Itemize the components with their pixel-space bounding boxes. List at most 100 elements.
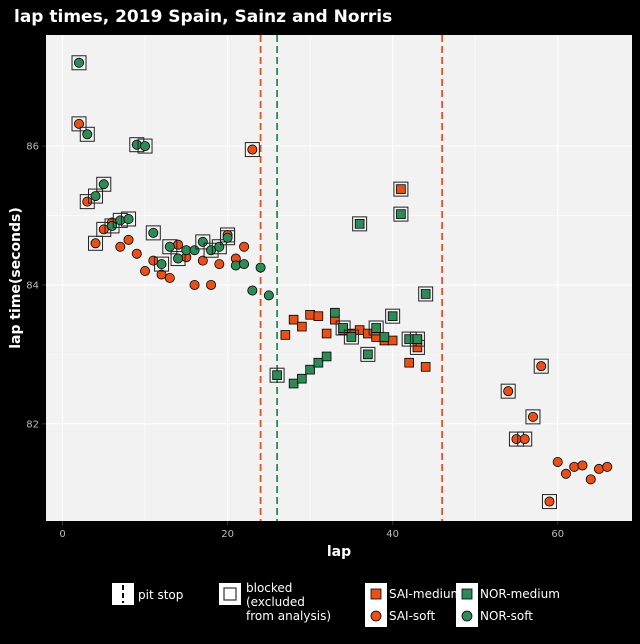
nor-medium-blocked-box <box>385 308 401 324</box>
sai-soft-point <box>123 234 134 245</box>
nor-soft-blocked-box <box>162 239 178 255</box>
nor-medium-blocked-box <box>393 206 409 222</box>
sai-soft-point <box>239 241 250 252</box>
plot-panel <box>46 35 632 521</box>
nor-soft-blocked-box <box>88 188 104 204</box>
nor-soft-point <box>148 227 159 238</box>
nor-soft-blocked-box <box>154 256 170 272</box>
nor-medium-blocked-box <box>409 331 425 347</box>
sai-soft-point <box>189 279 200 290</box>
sai-medium-point <box>371 332 381 342</box>
legend-sai-medium-marker <box>370 588 382 600</box>
nor-soft-blocked-box <box>71 55 87 71</box>
sai-soft-point <box>577 460 588 471</box>
sai-soft-blocked-box <box>71 116 87 132</box>
x-axis-label: lap <box>327 544 351 560</box>
nor-soft-point <box>255 262 266 273</box>
x-tick-label: 0 <box>59 529 65 540</box>
sai-soft-blocked-box <box>244 142 260 158</box>
sai-medium-point <box>313 311 324 321</box>
nor-soft-point <box>181 245 192 256</box>
nor-soft-point <box>263 290 274 301</box>
nor-medium-point <box>330 307 340 318</box>
sai-medium-point <box>297 321 307 332</box>
sai-soft-point <box>140 266 151 277</box>
nor-medium-point <box>412 334 423 344</box>
sai-soft-blocked-box <box>88 235 104 251</box>
nor-soft-point <box>197 236 208 247</box>
legend-nor-medium-label: NOR-medium <box>480 587 560 601</box>
sai-medium-point <box>321 328 332 339</box>
nor-soft-point <box>214 241 225 252</box>
sai-soft-point <box>247 144 258 155</box>
nor-medium-blocked-box <box>368 320 384 336</box>
nor-medium-blocked-box <box>343 329 359 345</box>
chart-title: lap times, 2019 Spain, Sainz and Norris <box>14 7 392 27</box>
sai-soft-blocked-box <box>517 431 533 447</box>
nor-medium-point <box>305 364 315 375</box>
legend-blocked-line-3: from analysis) <box>246 609 331 623</box>
nor-soft-point <box>123 213 134 224</box>
nor-medium-point <box>404 334 414 344</box>
sai-soft-point <box>552 456 563 467</box>
legend-blocked-key <box>219 583 241 605</box>
sai-soft-point <box>98 224 109 235</box>
nor-medium-blocked-box <box>335 320 351 336</box>
legend-blocked: blocked (excluded from analysis) <box>219 581 331 623</box>
nor-soft-point <box>74 57 85 68</box>
sai-soft-point <box>544 496 555 507</box>
legend-nor-medium: NOR-medium <box>456 583 560 605</box>
sai-soft-point <box>519 434 530 445</box>
nor-medium-point <box>420 289 431 299</box>
legend: pit stop blocked (excluded from analysis… <box>112 581 560 627</box>
sai-soft-point <box>115 241 126 252</box>
nor-soft-point <box>173 253 184 264</box>
sai-soft-blocked-box <box>79 194 95 210</box>
sai-soft-point <box>164 272 175 283</box>
x-tick-label: 20 <box>221 529 234 540</box>
nor-medium-point <box>346 332 357 342</box>
nor-soft-point <box>206 245 217 256</box>
nor-soft-point <box>156 259 167 270</box>
sai-soft-point <box>214 259 225 270</box>
nor-medium-point <box>354 219 365 229</box>
nor-soft-blocked-box <box>79 126 95 142</box>
sai-medium-point <box>396 184 406 194</box>
nor-soft-blocked-box <box>211 239 227 255</box>
legend-nor-soft-marker <box>461 610 473 622</box>
legend-blocked-line-2: (excluded <box>246 595 305 609</box>
y-tick-label: 84 <box>26 280 39 291</box>
legend-nor-soft: NOR-soft <box>456 605 533 627</box>
x-tick-label: 60 <box>551 529 564 540</box>
nor-soft-point <box>115 215 126 226</box>
nor-medium-point <box>313 357 324 368</box>
sai-soft-point <box>602 461 613 472</box>
sai-medium-point <box>404 357 414 368</box>
nor-soft-point <box>90 191 101 202</box>
nor-soft-point <box>230 260 241 271</box>
nor-medium-point <box>297 373 307 384</box>
legend-sai-medium: SAI-medium <box>365 583 462 605</box>
sai-soft-point <box>560 468 571 479</box>
legend-sai-soft-label: SAI-soft <box>389 609 436 623</box>
nor-soft-point <box>82 129 93 140</box>
nor-soft-point <box>189 245 200 256</box>
legend-blocked-line-1: blocked <box>246 581 292 595</box>
sai-soft-blocked-box <box>500 383 516 399</box>
nor-soft-blocked-box <box>96 176 112 192</box>
legend-nor-medium-marker <box>461 588 473 600</box>
legend-nor-soft-label: NOR-soft <box>480 609 533 623</box>
y-tick-label: 86 <box>26 142 39 153</box>
sai-medium-point <box>420 362 431 372</box>
sai-medium-point <box>280 330 291 340</box>
nor-medium-point <box>338 323 348 333</box>
nor-medium-point <box>272 370 282 380</box>
sai-medium-point <box>387 335 398 346</box>
sai-soft-point <box>173 239 184 250</box>
nor-soft-point <box>247 285 258 296</box>
axes: 0 20 40 60 82 84 86 <box>26 142 564 540</box>
legend-pit-stop: pit stop <box>112 583 183 605</box>
sai-soft-point <box>74 118 85 129</box>
sai-soft-point <box>569 461 580 472</box>
